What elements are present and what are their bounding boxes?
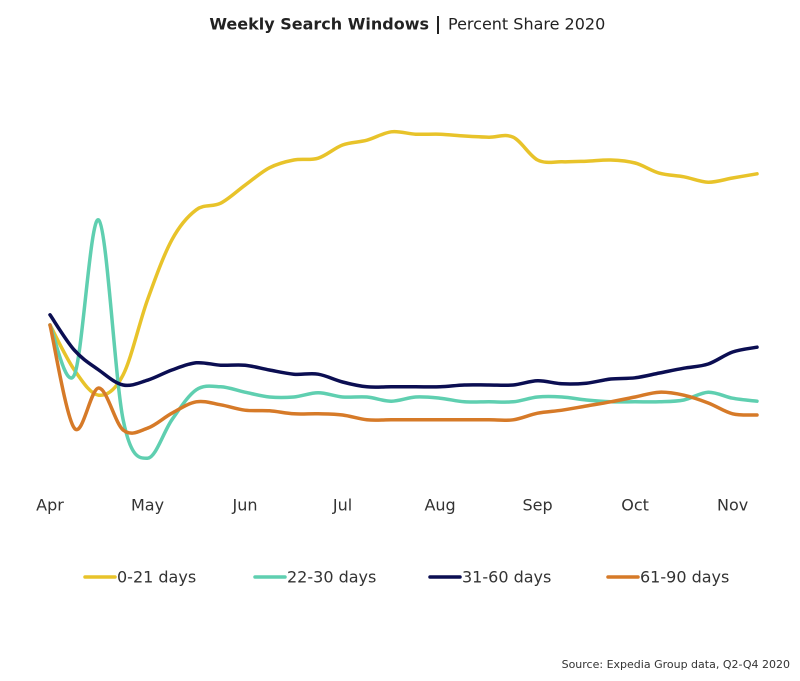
series-line [48,323,759,435]
x-tick-label: Jul [332,496,352,515]
chart-subtitle: Percent Share 2020 [448,15,605,34]
x-tick-label: Sep [523,496,553,515]
chart-title: Weekly Search Windows [209,15,429,34]
legend-label: 0-21 days [117,568,196,587]
series-line [48,313,759,389]
x-tick-label: May [131,496,164,515]
series-line [48,218,759,460]
x-tick-label: Apr [36,496,64,515]
legend-item: 61-90 days [606,568,729,587]
x-tick-label: Aug [424,496,455,515]
source-note: Source: Expedia Group data, Q2-Q4 2020 [562,658,790,671]
legend-label: 22-30 days [287,568,376,587]
legend-label: 31-60 days [462,568,551,587]
x-tick-label: Oct [621,496,649,515]
legend-item: 31-60 days [428,568,551,587]
x-tick-label: Jun [232,496,258,515]
legend-item: 0-21 days [83,568,196,587]
legend-label: 61-90 days [640,568,729,587]
series-line [48,129,759,397]
x-tick-label: Nov [717,496,748,515]
legend-item: 22-30 days [253,568,376,587]
